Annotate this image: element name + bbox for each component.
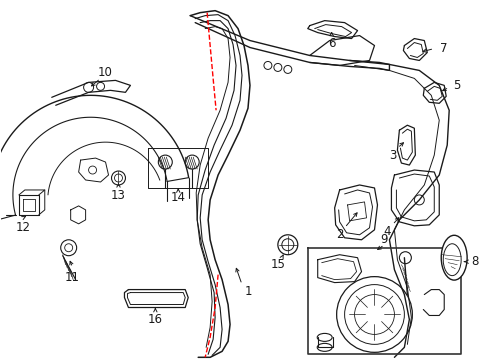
Text: 6: 6 <box>327 37 335 50</box>
Ellipse shape <box>440 235 466 280</box>
Text: 11: 11 <box>65 271 80 284</box>
Text: 16: 16 <box>147 313 163 326</box>
Text: 12: 12 <box>15 221 30 234</box>
Text: 5: 5 <box>452 79 460 92</box>
Text: 8: 8 <box>470 255 478 268</box>
Text: 13: 13 <box>111 189 126 202</box>
Text: 3: 3 <box>388 149 395 162</box>
Text: 14: 14 <box>170 192 185 204</box>
Text: 4: 4 <box>383 225 390 238</box>
Text: 9: 9 <box>380 233 387 246</box>
Text: 1: 1 <box>244 285 251 298</box>
Text: 2: 2 <box>335 228 343 241</box>
Text: 10: 10 <box>98 66 113 79</box>
Text: 15: 15 <box>270 258 285 271</box>
Text: 7: 7 <box>440 42 447 55</box>
